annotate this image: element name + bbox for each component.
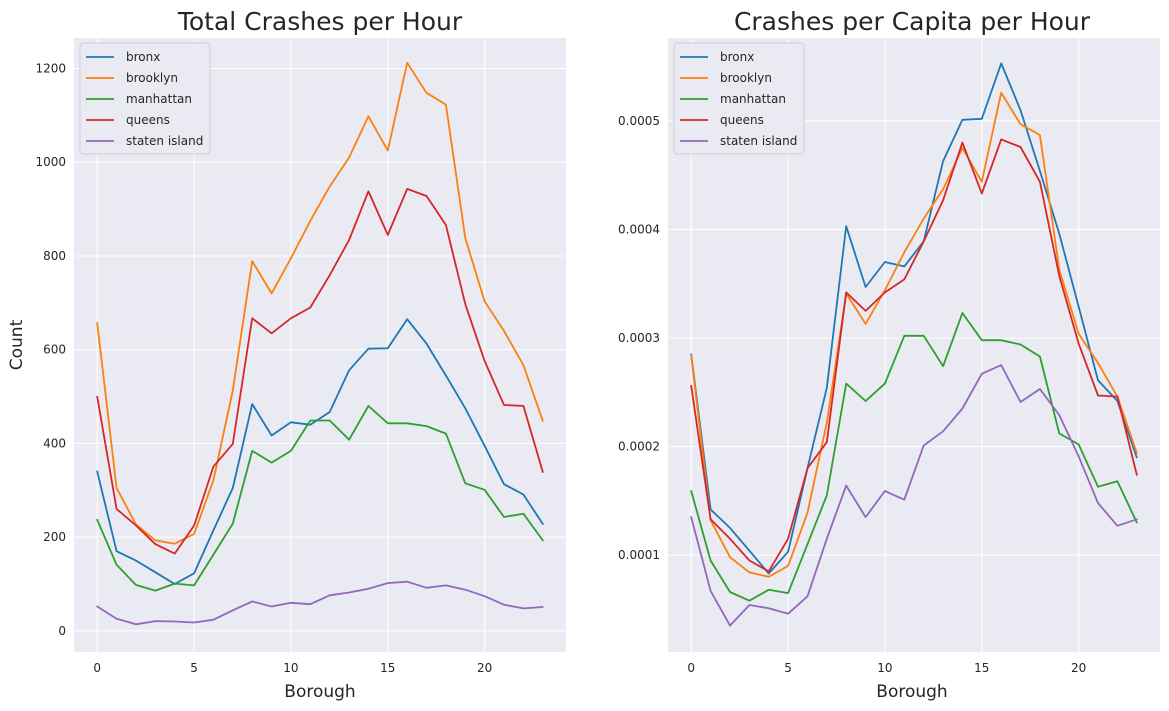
y-tick-label: 0.0004 [618,222,660,236]
legend-label: staten island [720,134,797,148]
y-tick-label: 600 [43,343,66,357]
y-tick-label: 800 [43,249,66,263]
series-line-brooklyn [690,91,1138,578]
chart-title: Total Crashes per Hour [177,7,463,36]
y-tick-label: 200 [43,530,66,544]
legend-label: bronx [720,50,754,64]
series-lines [96,61,544,626]
legend: bronx brooklyn manhattan queens staten islan… [79,42,211,155]
legend-label: bronx [126,50,160,64]
chart-crashes-per-capita: Crashes per Capita per Hour 0.0001 0.0002… [618,7,1160,702]
x-tick-labels: 0 5 10 15 20 [93,661,492,675]
y-axis-label: Count [7,319,27,370]
x-tick-label: 5 [190,661,198,675]
y-tick-label: 400 [43,436,66,450]
x-tick-label: 0 [93,661,101,675]
x-tick-label: 5 [784,661,792,675]
series-line-brooklyn [96,61,544,545]
chart-total-crashes: Total Crashes per Hour 02004006008001000… [7,7,566,702]
x-tick-labels: 0 5 10 15 20 [687,661,1086,675]
series-line-manhattan [690,312,1138,602]
legend: bronx brooklyn manhattan queens staten islan… [673,42,805,155]
legend-label: manhattan [126,92,192,106]
x-tick-label: 10 [283,661,298,675]
x-tick-label: 20 [1071,661,1086,675]
legend-label: queens [126,113,170,127]
chart-title: Crashes per Capita per Hour [734,7,1091,36]
series-line-staten-island [96,580,544,626]
y-tick-label: 1200 [35,61,66,75]
x-tick-label: 15 [380,661,395,675]
y-tick-labels: 0.0001 0.0002 0.0003 0.0004 0.0005 [618,114,660,562]
series-line-staten-island [690,364,1138,627]
legend-label: manhattan [720,92,786,106]
y-tick-label: 0.0002 [618,440,660,454]
x-tick-label: 0 [687,661,695,675]
series-lines [690,62,1138,627]
x-tick-label: 15 [974,661,989,675]
y-tick-labels: 0 200 400 600 800 1000 1200 [35,61,66,637]
legend-label: brooklyn [126,71,178,85]
series-line-queens [690,138,1138,573]
legend-label: staten island [126,134,203,148]
x-axis-label: Borough [876,682,947,702]
legend-box [79,42,211,155]
y-tick-label: 0.0001 [618,548,660,562]
series-line-manhattan [96,404,544,592]
series-line-queens [96,187,544,555]
y-tick-label: 0.0003 [618,331,660,345]
x-axis-label: Borough [284,682,355,702]
y-tick-label: 0.0005 [618,114,660,128]
legend-box [673,42,805,155]
legend-label: brooklyn [720,71,772,85]
y-tick-label: 0 [58,624,66,638]
series-line-bronx [96,318,544,585]
x-tick-label: 20 [477,661,492,675]
y-tick-label: 1000 [35,155,66,169]
x-tick-label: 10 [877,661,892,675]
legend-label: queens [720,113,764,127]
